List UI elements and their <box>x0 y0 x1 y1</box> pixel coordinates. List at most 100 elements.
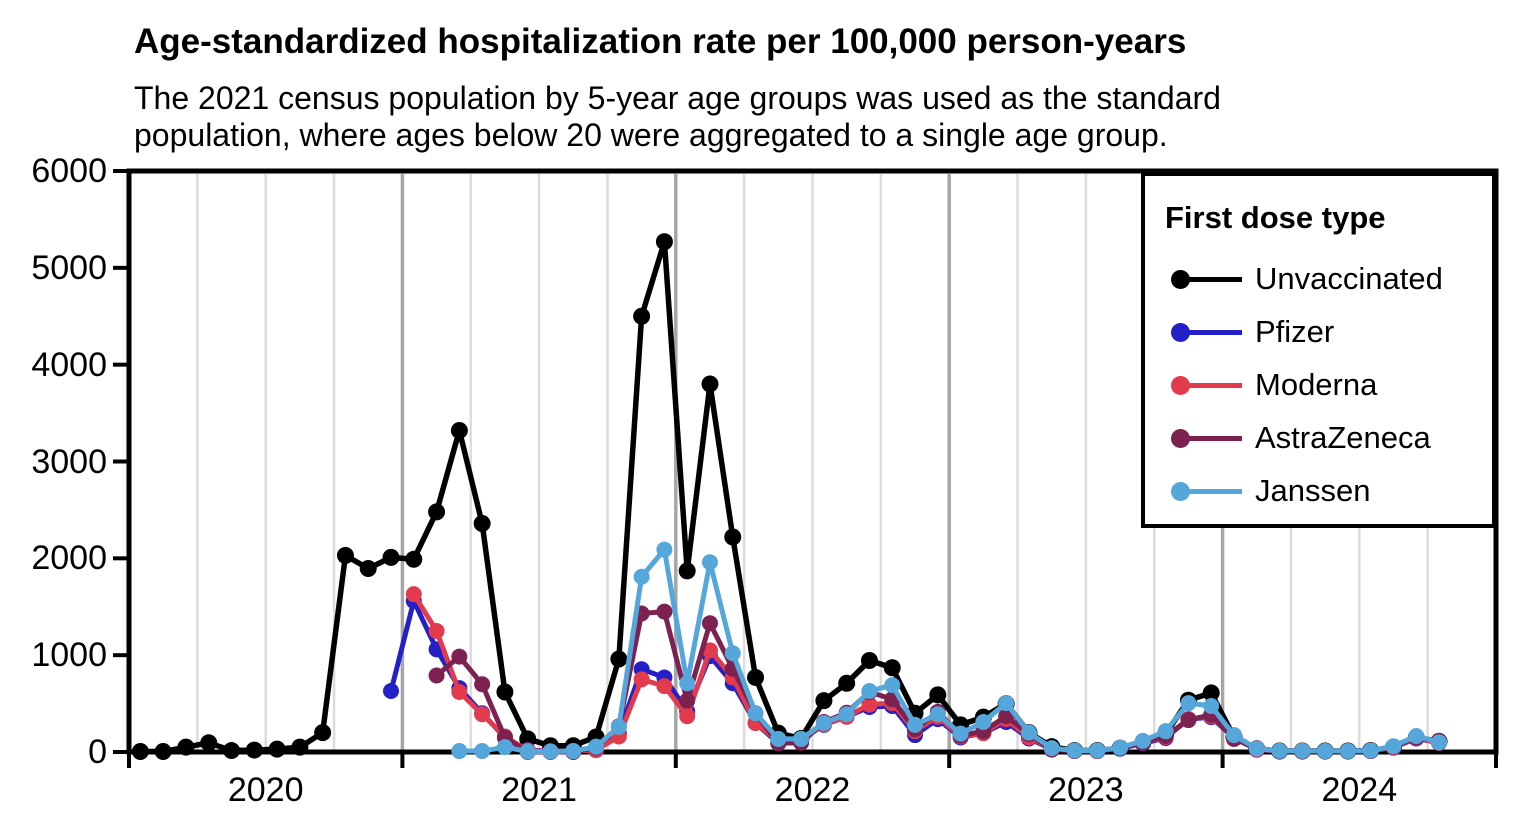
data-point-unvaccinated <box>1202 684 1220 702</box>
legend-item-label: AstraZeneca <box>1255 420 1431 455</box>
legend-item-label: Pfizer <box>1255 314 1335 349</box>
data-point-janssen <box>1317 743 1334 760</box>
data-point-janssen <box>1020 724 1037 741</box>
data-point-moderna <box>405 586 422 603</box>
legend-item-moderna: Moderna <box>1145 365 1492 405</box>
data-point-janssen <box>929 706 946 723</box>
data-point-unvaccinated <box>336 546 354 564</box>
x-axis-tick-label: 2021 <box>501 771 577 809</box>
y-axis-tick-label: 0 <box>88 733 107 771</box>
data-point-unvaccinated <box>200 734 218 752</box>
data-point-unvaccinated <box>291 738 309 756</box>
chart-subtitle-line1: The 2021 census population by 5-year age… <box>134 80 1221 116</box>
legend-item-label: Unvaccinated <box>1255 261 1443 296</box>
data-point-janssen <box>1134 732 1151 749</box>
data-point-janssen <box>565 743 582 760</box>
data-point-janssen <box>542 743 559 760</box>
data-point-unvaccinated <box>678 562 696 580</box>
data-point-janssen <box>1066 742 1083 759</box>
line-marker-icon <box>1172 436 1242 441</box>
x-axis-tick-label: 2020 <box>227 771 304 809</box>
data-point-janssen <box>998 695 1015 712</box>
y-axis-tick-label: 2000 <box>31 539 107 578</box>
data-point-janssen <box>656 541 673 558</box>
data-point-janssen <box>474 743 491 760</box>
data-point-unvaccinated <box>519 730 537 748</box>
chart-subtitle-line2: population, where ages below 20 were agg… <box>134 117 1168 153</box>
data-point-astrazeneca <box>701 615 718 632</box>
data-point-janssen <box>519 743 536 760</box>
dot-marker-icon <box>1171 323 1190 342</box>
legend-title: First dose type <box>1165 200 1386 235</box>
data-point-janssen <box>724 645 741 662</box>
data-point-janssen <box>679 675 696 692</box>
data-point-janssen <box>1157 723 1174 740</box>
x-axis-tick-label: 2024 <box>1321 771 1398 809</box>
data-point-janssen <box>815 714 832 731</box>
data-point-unvaccinated <box>860 651 878 669</box>
legend-item-astrazeneca: AstraZeneca <box>1145 418 1492 458</box>
data-point-astrazeneca <box>474 676 491 693</box>
data-point-unvaccinated <box>701 375 719 393</box>
data-point-janssen <box>610 718 627 735</box>
data-point-janssen <box>1339 743 1356 760</box>
data-point-janssen <box>1089 742 1106 759</box>
data-point-janssen <box>701 554 718 571</box>
data-point-unvaccinated <box>382 548 400 566</box>
data-point-unvaccinated <box>268 740 286 758</box>
data-point-astrazeneca <box>451 648 468 665</box>
data-point-janssen <box>1271 742 1288 759</box>
data-point-astrazeneca <box>656 603 673 620</box>
line-marker-icon <box>1172 383 1242 388</box>
data-point-janssen <box>633 568 650 585</box>
data-point-moderna <box>656 678 673 695</box>
data-point-janssen <box>1180 695 1197 712</box>
data-point-janssen <box>451 743 468 760</box>
data-point-moderna <box>474 706 491 723</box>
data-point-unvaccinated <box>473 514 491 532</box>
data-point-janssen <box>952 725 969 742</box>
line-marker-icon <box>1172 489 1242 494</box>
data-point-janssen <box>1362 742 1379 759</box>
dot-marker-icon <box>1171 376 1190 395</box>
data-point-janssen <box>588 738 605 755</box>
data-point-janssen <box>907 716 924 733</box>
data-point-janssen <box>496 739 513 756</box>
data-point-unvaccinated <box>450 422 468 440</box>
data-point-unvaccinated <box>223 742 241 760</box>
legend-item-label: Janssen <box>1255 473 1371 508</box>
data-point-unvaccinated <box>405 550 423 568</box>
data-point-unvaccinated <box>724 528 742 546</box>
data-point-unvaccinated <box>496 683 514 701</box>
dot-marker-icon <box>1171 429 1190 448</box>
data-point-janssen <box>1203 698 1220 715</box>
line-marker-icon <box>1172 330 1242 335</box>
data-point-unvaccinated <box>655 233 673 251</box>
data-point-unvaccinated <box>314 724 332 742</box>
legend-item-label: Moderna <box>1255 367 1378 402</box>
legend-item-unvaccinated: Unvaccinated <box>1145 259 1492 299</box>
data-point-unvaccinated <box>428 503 446 521</box>
data-point-astrazeneca <box>679 692 696 709</box>
series-line-unvaccinated <box>140 238 1440 755</box>
data-point-moderna <box>451 683 468 700</box>
data-point-unvaccinated <box>747 668 765 686</box>
x-axis-tick-label: 2023 <box>1048 771 1124 809</box>
data-point-janssen <box>884 677 901 694</box>
data-point-astrazeneca <box>428 667 445 684</box>
data-point-unvaccinated <box>177 738 195 756</box>
dot-marker-icon <box>1171 270 1190 289</box>
y-axis-tick-label: 1000 <box>31 636 107 675</box>
data-point-unvaccinated <box>815 692 833 710</box>
legend: First dose type Unvaccinated Pfizer Mode… <box>1141 172 1496 528</box>
data-point-moderna <box>633 671 650 688</box>
data-point-janssen <box>1225 727 1242 744</box>
data-point-janssen <box>1408 728 1425 745</box>
data-point-janssen <box>861 682 878 699</box>
data-point-janssen <box>1112 739 1129 756</box>
data-point-janssen <box>1248 740 1265 757</box>
data-point-moderna <box>701 642 718 659</box>
series-line-astrazeneca <box>434 609 1440 755</box>
dot-marker-icon <box>1171 482 1190 501</box>
